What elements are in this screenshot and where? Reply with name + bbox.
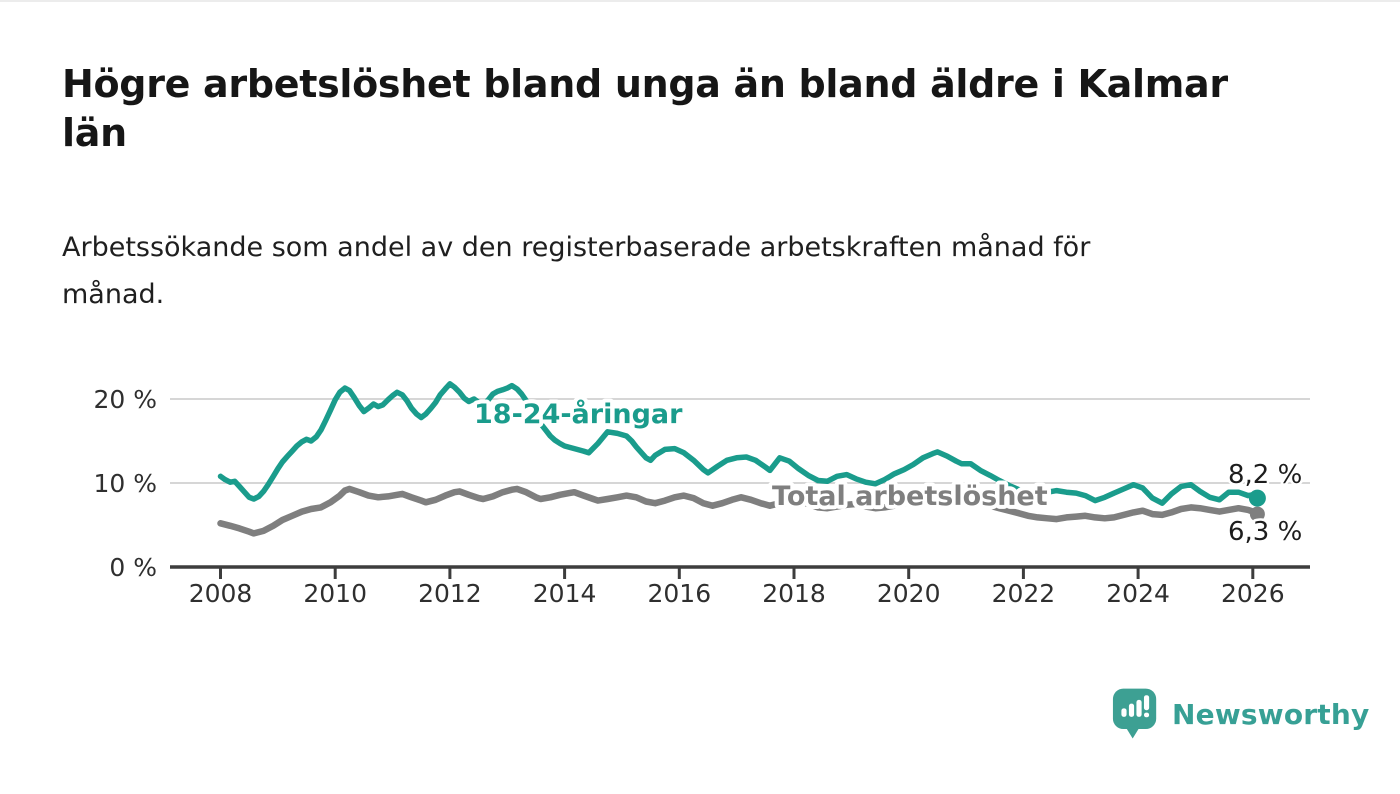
page-title: Högre arbetslöshet bland unga än bland ä…: [62, 60, 1362, 158]
series-end-dot-1: [1248, 489, 1266, 507]
series-line-1: [217, 381, 1261, 506]
title-line-2: län: [62, 111, 127, 155]
x-axis: 2008 2010 2012 2014 2016 2018 2020 2022 2024 2026: [170, 565, 1310, 608]
logo-exclamation-bar: [1143, 695, 1150, 711]
series-label-young: 18-24-åringar: [474, 398, 683, 430]
x-tick-label-2018: 2018: [762, 579, 826, 608]
x-tick-label-2026: 2026: [1221, 579, 1285, 608]
subtitle-line-1: Arbetssökande som andel av den registerb…: [62, 232, 1091, 263]
brand-wordmark: Newsworthy: [1172, 697, 1370, 731]
x-tick-label-2014: 2014: [533, 579, 597, 608]
y-tick-label-10: 10 %: [93, 469, 157, 498]
logo-exclamation-dot: [1143, 712, 1150, 718]
x-tick-label-2012: 2012: [418, 579, 482, 608]
logo-bubble: [1112, 688, 1157, 730]
y-gridlines: 0 % 10 % 20 %: [93, 385, 1310, 582]
y-tick-label-20: 20 %: [93, 385, 157, 414]
logo-bar-tall: [1136, 699, 1142, 717]
chart-subtitle: Arbetssökande som andel av den registerb…: [62, 224, 1362, 318]
title-line-1: Högre arbetslöshet bland unga än bland ä…: [62, 62, 1228, 106]
chart-labels: Total arbetslöshet 18-24-åringar 6,3 % 8…: [470, 394, 1305, 550]
series-line-0: [217, 485, 1261, 537]
end-value-label-young: 8,2 %: [1228, 460, 1302, 490]
logo-bar-small: [1121, 708, 1127, 717]
x-tick-label-2010: 2010: [303, 579, 367, 608]
series-end-dot-0: [1249, 506, 1265, 522]
x-tick-label-2024: 2024: [1106, 579, 1170, 608]
logo-bar-medium: [1128, 703, 1135, 717]
x-tick-label-2016: 2016: [647, 579, 711, 608]
series-label-total: Total arbetslöshet: [772, 481, 1048, 512]
end-value-label-total: 6,3 %: [1228, 517, 1302, 547]
subtitle-line-2: månad.: [62, 279, 165, 310]
y-tick-label-0: 0 %: [109, 553, 157, 582]
x-tick-label-2020: 2020: [877, 579, 941, 608]
x-tick-label-2008: 2008: [189, 579, 253, 608]
series-lines: [217, 381, 1266, 537]
logo-bubble-tail: [1125, 726, 1141, 739]
newsworthy-brand: Newsworthy: [1112, 686, 1369, 742]
x-tick-label-2022: 2022: [992, 579, 1056, 608]
newsworthy-logo-icon: [1112, 688, 1157, 739]
